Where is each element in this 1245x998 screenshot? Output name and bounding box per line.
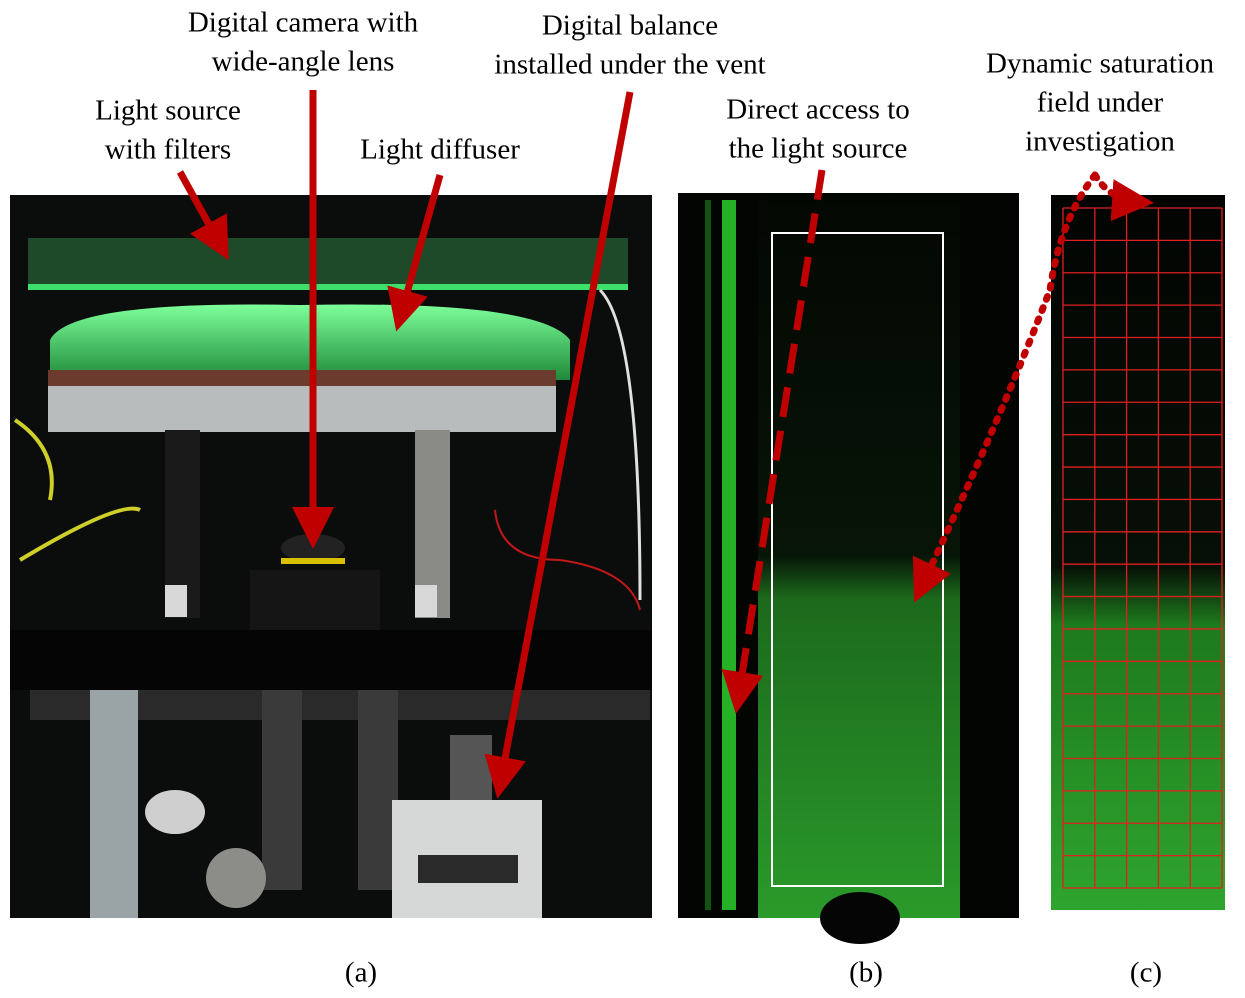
annotation-label: Digital balance: [542, 10, 718, 42]
annotation-label: the light source: [729, 133, 908, 165]
annotation-label: field under: [1037, 87, 1164, 119]
panel-caption: (b): [849, 957, 883, 989]
figure: Digital camera with wide-angle lens Digita…: [0, 0, 1245, 998]
annotation-label: Light diffuser: [360, 134, 520, 166]
photo-apparatus: [10, 195, 652, 918]
annotation-label: Direct access to: [726, 94, 910, 126]
panel-caption: (c): [1130, 957, 1162, 989]
annotation-label: Light source: [95, 95, 241, 127]
annotation-label: wide-angle lens: [212, 46, 395, 78]
panel-caption: (a): [345, 957, 377, 989]
image-saturation-field: [1051, 195, 1225, 910]
annotation-label: installed under the vent: [494, 49, 765, 81]
image-side-view: [678, 193, 1019, 944]
annotation-label: with filters: [105, 134, 231, 166]
annotation-label: Digital camera with: [188, 7, 419, 39]
annotation-label: Dynamic saturation: [986, 48, 1214, 80]
annotation-label: investigation: [1025, 126, 1175, 158]
